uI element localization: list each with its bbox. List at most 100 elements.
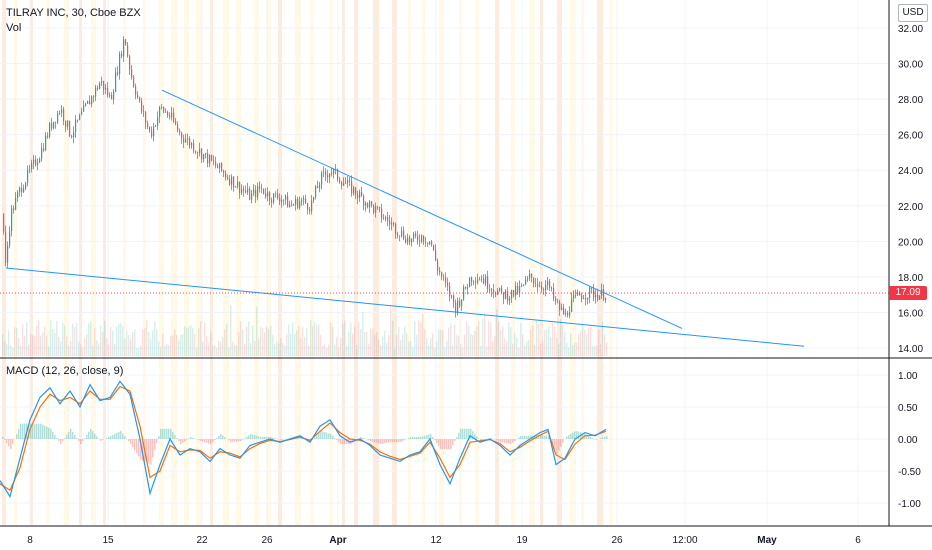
macd-histogram-bar [8, 439, 10, 447]
candle-body [523, 284, 525, 286]
candle-body [165, 111, 167, 113]
macd-histogram-bar [434, 439, 436, 441]
macd-histogram-bar [264, 436, 266, 439]
volume-bar [378, 339, 380, 356]
volume-bar [516, 337, 518, 356]
macd-histogram-bar [342, 439, 344, 445]
candle-body [565, 312, 567, 315]
candle-body [223, 170, 225, 174]
session-band [196, 0, 202, 525]
candle-body [119, 53, 121, 74]
candle-body [511, 289, 513, 299]
x-tick-label: 12 [430, 535, 442, 546]
volume-bar [230, 305, 232, 356]
volume-bar [52, 329, 54, 356]
macd-histogram-bar [386, 439, 388, 443]
candle-body [85, 103, 87, 106]
volume-bar [12, 347, 14, 356]
volume-bar [510, 327, 512, 356]
candle-body [569, 311, 571, 316]
candle-body [389, 220, 391, 225]
candle-body [495, 292, 497, 295]
session-band [511, 0, 515, 525]
macd-histogram-bar [380, 439, 382, 445]
volume-bar [184, 326, 186, 356]
volume-bar [470, 333, 472, 356]
candle-body [315, 186, 317, 197]
macd-histogram-bar [146, 439, 148, 463]
volume-bar [304, 336, 306, 356]
session-band [79, 0, 82, 525]
macd-histogram-bar [112, 434, 114, 439]
macd-histogram-bar [90, 428, 92, 439]
macd-histogram-bar [32, 423, 34, 439]
macd-histogram-bar [338, 439, 340, 443]
candle-body [33, 159, 35, 164]
volume-bar [450, 323, 452, 356]
x-tick-label: 26 [261, 535, 273, 546]
candle-body [311, 200, 313, 212]
volume-bar [160, 346, 162, 356]
volume-bar [152, 330, 154, 356]
macd-histogram-bar [568, 435, 570, 439]
macd-histogram-bar [368, 439, 370, 441]
candle-body [591, 287, 593, 290]
session-band [373, 0, 379, 525]
volume-bar [524, 345, 526, 356]
macd-histogram-bar [526, 435, 528, 439]
candle-body [3, 213, 5, 232]
macd-histogram-bar [604, 436, 606, 439]
macd-histogram-bar [254, 435, 256, 439]
session-band [278, 0, 282, 525]
volume-bar [320, 334, 322, 356]
macd-histogram-bar [92, 431, 94, 439]
candle-body [69, 120, 71, 136]
macd-histogram-bar [378, 439, 380, 444]
candle-body [91, 96, 93, 105]
candle-body [57, 113, 59, 123]
candle-body [331, 172, 333, 174]
candle-body [179, 130, 181, 133]
volume-bar [212, 345, 214, 356]
volume-bar [56, 321, 58, 356]
macd-histogram-bar [192, 437, 194, 439]
macd-histogram-bar [116, 432, 118, 439]
volume-bar [476, 326, 478, 356]
candle-body [585, 298, 587, 300]
candle-body [55, 121, 57, 123]
candle-body [99, 83, 101, 90]
macd-histogram-bar [218, 435, 220, 439]
macd-tick-label: 1.00 [898, 371, 918, 382]
volume-bar [324, 344, 326, 356]
volume-bar [426, 338, 428, 356]
session-band [557, 0, 562, 525]
candle-body [429, 241, 431, 245]
candle-body [213, 160, 215, 162]
currency-button[interactable]: USD [898, 4, 928, 22]
macd-histogram-bar [262, 436, 264, 439]
macd-histogram-bar [158, 435, 160, 439]
candle-body [267, 192, 269, 197]
price-tick-label: 30.00 [898, 60, 923, 71]
x-tick-label: 22 [196, 535, 208, 546]
candle-body [409, 237, 411, 243]
volume-bar [578, 333, 580, 356]
candle-body [489, 288, 491, 291]
volume-bar [404, 326, 406, 356]
candle-body [201, 148, 203, 160]
volume-bar [88, 323, 90, 356]
volume-bar [584, 329, 586, 356]
volume-bar [540, 343, 542, 356]
macd-histogram-bar [494, 439, 496, 440]
candle-body [199, 148, 201, 154]
macd-histogram-bar [374, 439, 376, 443]
macd-histogram-bar [138, 439, 140, 457]
volume-bar [236, 345, 238, 356]
candle-body [249, 188, 251, 200]
trendlines[interactable] [0, 89, 889, 347]
candle-body [369, 201, 371, 208]
candle-body [433, 245, 435, 251]
candle-body [497, 290, 499, 295]
